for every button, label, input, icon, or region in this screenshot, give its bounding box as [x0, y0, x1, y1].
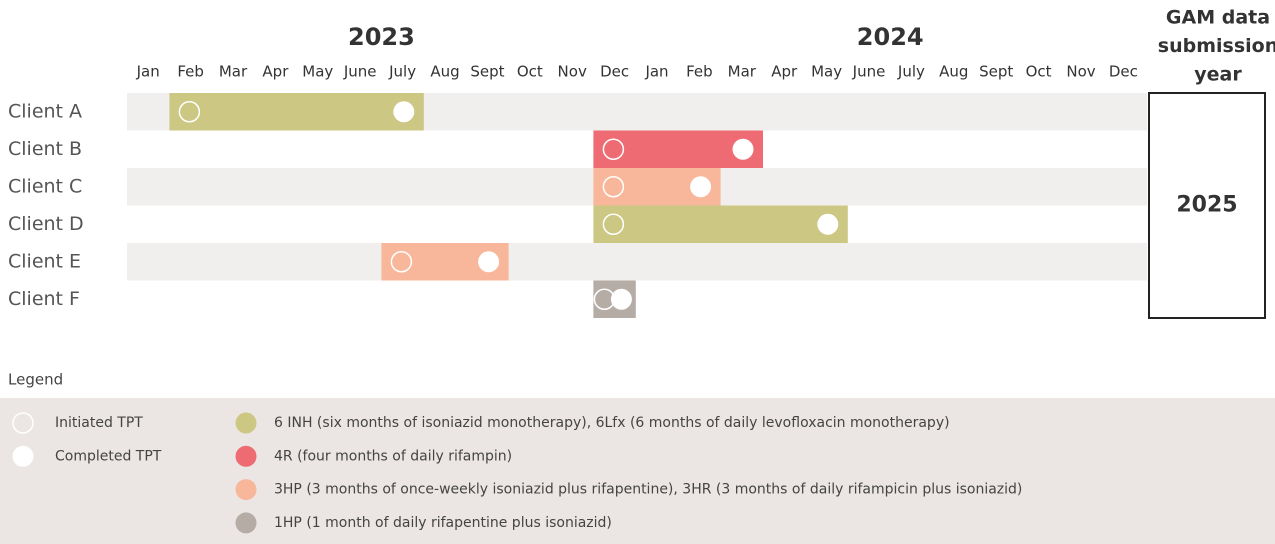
client-label: Client B: [8, 138, 82, 160]
month-label: May: [811, 63, 842, 81]
month-label: Nov: [558, 63, 587, 81]
month-label: July: [897, 63, 925, 81]
month-label: Mar: [219, 63, 248, 81]
client-label: Client F: [8, 288, 80, 310]
initiated-marker: [178, 101, 201, 123]
completed-marker: [690, 176, 712, 198]
client-label: Client D: [8, 213, 84, 235]
month-label: June: [852, 63, 886, 81]
legend-category-label: 3HP (3 months of once-weekly isoniazid p…: [274, 482, 1022, 498]
month-label: Dec: [600, 63, 629, 81]
client-label: Client C: [8, 175, 82, 197]
month-label: Jan: [644, 63, 668, 81]
month-label: June: [343, 63, 377, 81]
gam-header: year: [1194, 64, 1242, 86]
month-label: Jan: [136, 63, 160, 81]
legend-marker-label: Completed TPT: [55, 448, 162, 464]
client-label: Client E: [8, 250, 81, 272]
legend-title: Legend: [8, 371, 63, 389]
initiated-marker: [593, 288, 616, 310]
legend-swatch: [235, 479, 257, 501]
month-label: Feb: [177, 63, 204, 81]
initiated-marker: [390, 251, 413, 273]
legend-category-label: 6 INH (six months of isoniazid monothera…: [274, 415, 950, 431]
completed-marker: [393, 101, 415, 123]
month-label: Apr: [771, 63, 798, 81]
month-label: Sept: [979, 63, 1013, 81]
month-label: July: [388, 63, 416, 81]
gam-header: GAM data: [1166, 7, 1270, 29]
legend-marker-label: Initiated TPT: [55, 415, 143, 431]
legend-category-label: 1HP (1 month of daily rifapentine plus i…: [274, 515, 612, 531]
treatment-bar: [593, 205, 848, 243]
year-label: 2023: [348, 23, 415, 51]
client-label: Client A: [8, 100, 82, 122]
treatment-bar: [169, 93, 424, 131]
month-label: Apr: [262, 63, 289, 81]
completed-marker: [732, 138, 754, 160]
initiated-marker: [602, 213, 625, 235]
month-label: Oct: [1026, 63, 1052, 81]
month-label: Feb: [686, 63, 713, 81]
gam-header: submission: [1158, 35, 1275, 57]
month-label: Aug: [430, 63, 459, 81]
legend-completed: [12, 445, 34, 467]
legend-swatch: [235, 412, 257, 434]
legend-swatch: [235, 445, 257, 467]
initiated-marker: [602, 138, 625, 160]
legend-swatch: [235, 512, 257, 534]
legend-initiated: [12, 412, 34, 434]
month-label: Oct: [517, 63, 543, 81]
month-label: Dec: [1109, 63, 1138, 81]
legend-category-label: 4R (four months of daily rifampin): [274, 448, 512, 464]
gam-box: [1148, 92, 1266, 319]
month-label: Mar: [728, 63, 757, 81]
completed-marker: [478, 251, 500, 273]
initiated-marker: [602, 176, 625, 198]
row-stripe: [127, 243, 1147, 281]
year-label: 2024: [857, 23, 924, 51]
month-label: Aug: [939, 63, 968, 81]
completed-marker: [817, 213, 839, 235]
month-label: Sept: [470, 63, 504, 81]
month-label: May: [302, 63, 333, 81]
completed-marker: [610, 288, 632, 310]
legend-box: [0, 398, 1275, 544]
month-label: Nov: [1066, 63, 1095, 81]
gam-value: 2025: [1176, 193, 1237, 218]
